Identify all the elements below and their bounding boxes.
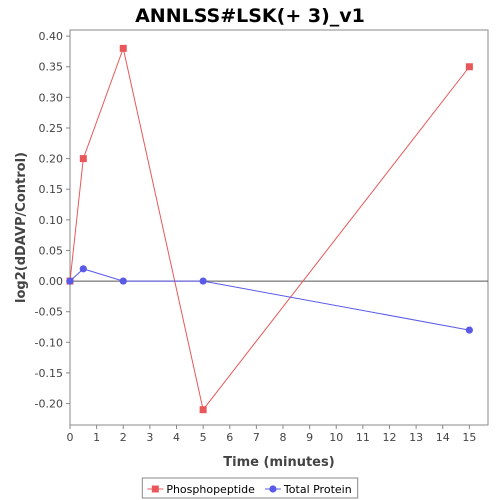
chart-title: ANNLSS#LSK(+ 3)_v1 <box>135 5 365 27</box>
y-tick-label: -0.10 <box>35 336 63 349</box>
y-tick-label: 0.10 <box>39 214 64 227</box>
data-point-circle <box>79 265 87 273</box>
legend-marker-square <box>151 485 159 493</box>
data-point-square <box>465 63 473 71</box>
data-point-circle <box>465 326 473 334</box>
y-tick-label: 0.30 <box>39 91 64 104</box>
y-tick-label: 0.25 <box>39 122 64 135</box>
y-tick-label: 0.15 <box>39 183 64 196</box>
x-axis: 0 1 2 3 4 5 6 7 8 9 10 11 12 13 14 15 <box>67 425 476 444</box>
y-tick-label: -0.20 <box>35 398 63 411</box>
legend: Phosphopeptide Total Protein <box>141 477 359 499</box>
x-tick-label: 6 <box>226 431 233 444</box>
y-tick-label: 0.40 <box>39 30 64 43</box>
x-tick-label: 12 <box>382 431 396 444</box>
y-axis: 0.40 0.35 0.30 0.25 0.20 0.15 0.10 0.05 0.00 -0.0… <box>35 30 70 411</box>
data-point-square <box>199 406 207 414</box>
y-tick-label: 0.00 <box>39 275 64 288</box>
legend-box <box>141 477 359 499</box>
y-tick-label: 0.35 <box>39 61 64 74</box>
x-axis-label: Time (minutes) <box>223 455 334 470</box>
y-tick-label: -0.05 <box>35 306 63 319</box>
series-group <box>66 44 473 414</box>
y-tick-label: -0.15 <box>35 367 63 380</box>
x-tick-label: 7 <box>253 431 260 444</box>
y-axis-label: log2(dDAVP/Control) <box>14 152 29 303</box>
legend-label: Phosphopeptide <box>166 483 255 496</box>
x-tick-label: 1 <box>93 431 100 444</box>
x-tick-label: 3 <box>146 431 153 444</box>
data-point-circle <box>119 277 127 285</box>
x-tick-label: 8 <box>279 431 286 444</box>
x-tick-label: 10 <box>329 431 343 444</box>
legend-marker-circle <box>269 485 277 493</box>
x-tick-label: 4 <box>173 431 180 444</box>
x-tick-label: 13 <box>409 431 423 444</box>
data-point-circle <box>199 277 207 285</box>
plot-area <box>69 29 489 426</box>
x-tick-label: 5 <box>200 431 207 444</box>
x-tick-label: 11 <box>356 431 370 444</box>
x-tick-label: 2 <box>120 431 127 444</box>
y-tick-label: 0.20 <box>39 153 64 166</box>
x-tick-label: 15 <box>462 431 476 444</box>
x-tick-label: 9 <box>306 431 313 444</box>
data-point-square <box>79 155 87 163</box>
data-point-square <box>119 44 127 52</box>
x-tick-label: 14 <box>436 431 450 444</box>
legend-label: Total Protein <box>283 483 352 496</box>
x-tick-label: 0 <box>67 431 74 444</box>
data-point-circle <box>66 277 74 285</box>
y-tick-label: 0.05 <box>39 244 64 257</box>
